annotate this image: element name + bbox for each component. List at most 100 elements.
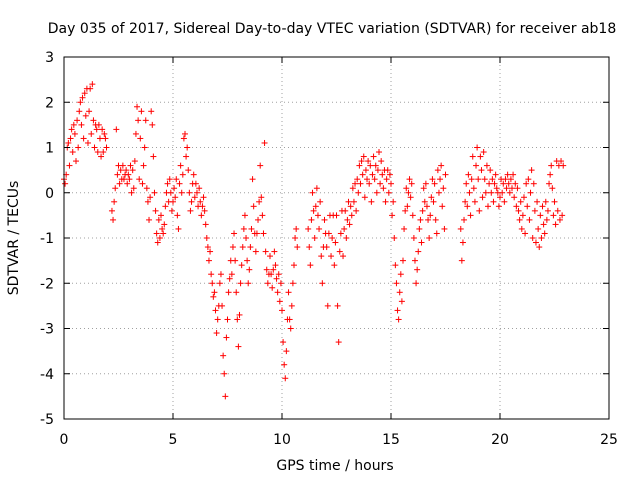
data-point <box>385 189 392 196</box>
data-point <box>337 230 344 237</box>
data-point <box>527 189 534 196</box>
data-point <box>459 239 466 246</box>
data-point <box>249 176 256 183</box>
data-point <box>269 284 276 291</box>
x-axis-label: GPS time / hours <box>276 458 393 474</box>
data-point <box>119 162 126 169</box>
data-point <box>476 207 483 214</box>
data-point <box>370 153 377 160</box>
data-point <box>171 185 178 192</box>
data-point <box>511 194 518 201</box>
data-point <box>236 311 243 318</box>
data-point <box>384 167 391 174</box>
data-point <box>535 225 542 232</box>
data-point <box>335 339 342 346</box>
data-point <box>88 130 95 137</box>
data-point <box>423 203 430 210</box>
data-point <box>501 198 508 205</box>
data-point <box>360 153 367 160</box>
data-point <box>342 207 349 214</box>
data-point <box>376 149 383 156</box>
data-point <box>347 203 354 210</box>
data-point <box>318 253 325 260</box>
data-point <box>487 167 494 174</box>
data-point <box>111 198 118 205</box>
data-point <box>353 207 360 214</box>
data-point <box>103 144 110 151</box>
data-point <box>430 198 437 205</box>
data-point <box>467 212 474 219</box>
data-point <box>204 244 211 251</box>
data-point <box>186 189 193 196</box>
data-point <box>354 176 361 183</box>
data-point <box>491 180 498 187</box>
data-point <box>202 221 209 228</box>
data-point <box>220 352 227 359</box>
data-point <box>438 162 445 169</box>
data-point <box>124 180 131 187</box>
data-point <box>162 203 169 210</box>
data-point <box>365 158 372 165</box>
data-point <box>407 194 414 201</box>
y-tick-label: -5 <box>40 412 54 428</box>
data-point <box>416 225 423 232</box>
data-point <box>134 103 141 110</box>
data-point <box>420 185 427 192</box>
y-tick-label: 0 <box>45 186 54 202</box>
data-point <box>252 248 259 255</box>
data-point <box>441 225 448 232</box>
data-point <box>506 189 513 196</box>
data-point <box>256 198 263 205</box>
data-point <box>306 244 313 251</box>
data-point <box>155 216 162 223</box>
data-point <box>213 330 220 337</box>
data-point <box>515 207 522 214</box>
data-point <box>180 135 187 142</box>
data-point <box>93 126 100 133</box>
data-point <box>310 207 317 214</box>
data-point <box>396 289 403 296</box>
data-point <box>421 198 428 205</box>
data-point <box>404 203 411 210</box>
data-point <box>193 189 200 196</box>
data-point <box>203 235 210 241</box>
data-point <box>481 176 488 183</box>
data-point <box>221 370 228 377</box>
data-point <box>62 180 69 187</box>
data-point <box>395 316 402 323</box>
data-point <box>543 216 550 223</box>
data-point <box>130 185 137 192</box>
y-tick-label: -2 <box>40 276 54 292</box>
gridlines <box>64 57 609 419</box>
data-point <box>245 280 252 287</box>
data-point <box>469 153 476 160</box>
data-point <box>493 185 500 192</box>
data-point <box>77 99 84 106</box>
data-point <box>554 207 561 214</box>
data-point <box>534 198 541 205</box>
data-point <box>125 171 132 178</box>
data-point <box>113 126 120 133</box>
data-point <box>369 171 376 178</box>
data-point <box>170 198 176 205</box>
data-point <box>558 158 565 165</box>
data-point <box>156 235 163 241</box>
data-point <box>90 117 97 124</box>
data-point <box>486 180 493 187</box>
data-point <box>128 189 135 196</box>
data-point <box>398 298 405 305</box>
data-point <box>419 207 426 214</box>
data-point <box>411 257 418 264</box>
data-point <box>391 235 398 241</box>
data-point <box>470 185 477 192</box>
data-point <box>135 117 142 124</box>
data-point <box>178 189 185 196</box>
data-point <box>518 225 525 232</box>
data-point <box>132 130 139 137</box>
data-point <box>268 271 275 278</box>
data-point <box>401 225 408 232</box>
data-point <box>397 271 404 278</box>
data-point <box>102 135 109 142</box>
data-point <box>89 81 96 88</box>
